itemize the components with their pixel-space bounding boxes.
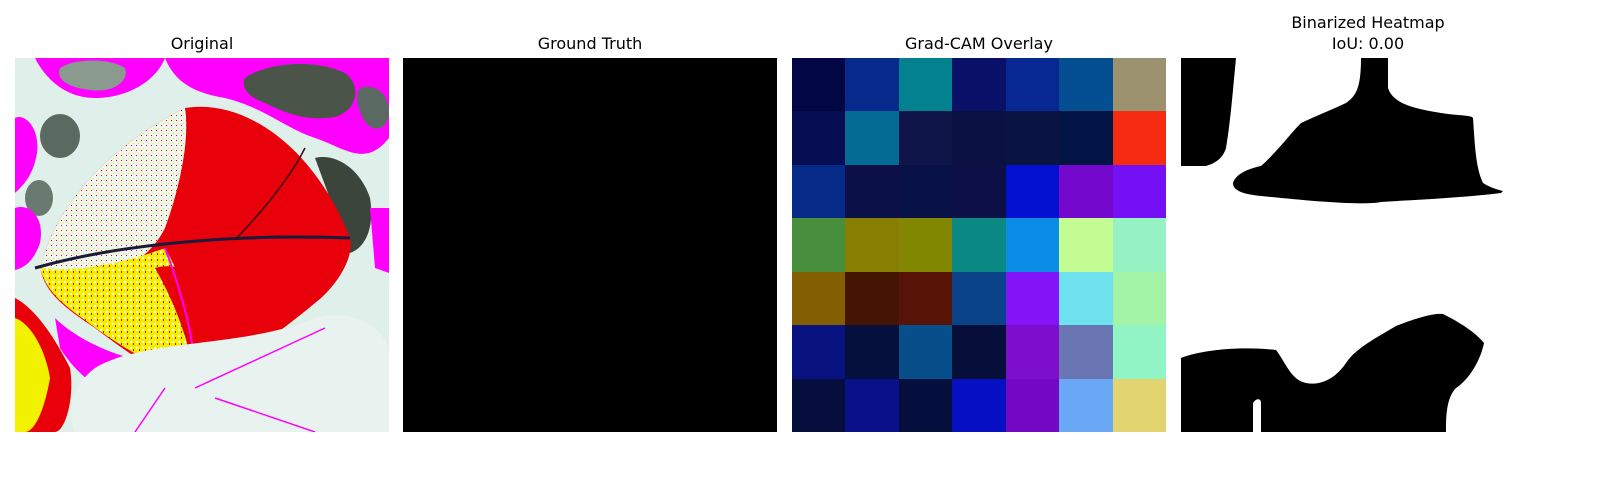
- ground-truth-mask: [403, 58, 777, 432]
- gradcam-cell-4-1: [845, 271, 899, 326]
- gradcam-cell-0-6: [1112, 58, 1166, 112]
- panel-title-gradcam: Grad-CAM Overlay: [905, 34, 1053, 53]
- gradcam-cell-1-6: [1112, 111, 1166, 165]
- iou-score: IoU: 0.00: [1331, 34, 1405, 53]
- original-image: [15, 58, 389, 432]
- gradcam-cell-1-1: [845, 111, 899, 165]
- gradcam-cell-3-0: [792, 218, 846, 272]
- gradcam-cell-5-5: [1059, 325, 1113, 379]
- gradcam-cell-2-6: [1112, 164, 1166, 219]
- gradcam-cell-1-0: [792, 111, 846, 165]
- gradcam-cell-1-3: [952, 111, 1006, 165]
- gradcam-cell-4-5: [1059, 271, 1113, 326]
- gradcam-cell-2-4: [1005, 164, 1060, 219]
- gradcam-cell-0-1: [845, 58, 899, 112]
- gradcam-overlay: [792, 58, 1166, 432]
- gradcam-cell-3-5: [1059, 218, 1113, 272]
- gradcam-cell-2-0: [792, 164, 846, 219]
- gradcam-cell-6-2: [898, 378, 953, 432]
- gradcam-cell-2-3: [952, 164, 1006, 219]
- mask-region-bottom: [1181, 313, 1484, 432]
- mask-region-top-left: [1181, 58, 1236, 166]
- gradcam-cell-3-2: [898, 218, 953, 272]
- ground-truth-fill: [403, 58, 777, 432]
- gradcam-cell-1-5: [1059, 111, 1113, 165]
- gradcam-cell-5-2: [898, 325, 953, 379]
- panel-title-ground-truth: Ground Truth: [537, 34, 643, 53]
- gradcam-cell-4-0: [792, 271, 846, 326]
- gradcam-cell-5-3: [952, 325, 1006, 379]
- gradcam-cell-6-3: [952, 378, 1006, 432]
- gradcam-cell-5-4: [1005, 325, 1060, 379]
- gradcam-cell-0-3: [952, 58, 1006, 112]
- gradcam-cell-5-0: [792, 325, 846, 379]
- gradcam-grid: [792, 58, 1166, 432]
- gradcam-cell-0-2: [898, 58, 953, 112]
- gradcam-cell-0-4: [1005, 58, 1060, 112]
- panel-title-binarized: Binarized Heatmap IoU: 0.00: [1181, 12, 1555, 54]
- binarized-heatmap: [1181, 58, 1555, 432]
- mask-region-top-center: [1233, 58, 1503, 204]
- gradcam-cell-3-6: [1112, 218, 1166, 272]
- gradcam-cell-4-3: [952, 271, 1006, 326]
- gradcam-cell-5-1: [845, 325, 899, 379]
- gradcam-cell-2-2: [898, 164, 953, 219]
- gradcam-cell-3-1: [845, 218, 899, 272]
- gradcam-cell-4-4: [1005, 271, 1060, 326]
- gradcam-cell-2-1: [845, 164, 899, 219]
- leaf-image: [15, 58, 389, 432]
- gradcam-cell-2-5: [1059, 164, 1113, 219]
- gradcam-cell-4-6: [1112, 271, 1166, 326]
- gradcam-cell-3-4: [1005, 218, 1060, 272]
- gradcam-cell-3-3: [952, 218, 1006, 272]
- gradcam-cell-5-6: [1112, 325, 1166, 379]
- gradcam-cell-6-0: [792, 378, 846, 432]
- binarized-title-text: Binarized Heatmap: [1291, 13, 1445, 32]
- gradcam-cell-6-6: [1112, 378, 1166, 432]
- binarized-mask: [1181, 58, 1555, 432]
- gradcam-cell-6-4: [1005, 378, 1060, 432]
- panel-title-original: Original: [170, 34, 234, 53]
- gradcam-cell-6-5: [1059, 378, 1113, 432]
- gradcam-cell-1-2: [898, 111, 953, 165]
- gradcam-cell-0-5: [1059, 58, 1113, 112]
- gradcam-cell-6-1: [845, 378, 899, 432]
- gradcam-cell-1-4: [1005, 111, 1060, 165]
- gradcam-cell-0-0: [792, 58, 846, 112]
- gradcam-cell-4-2: [898, 271, 953, 326]
